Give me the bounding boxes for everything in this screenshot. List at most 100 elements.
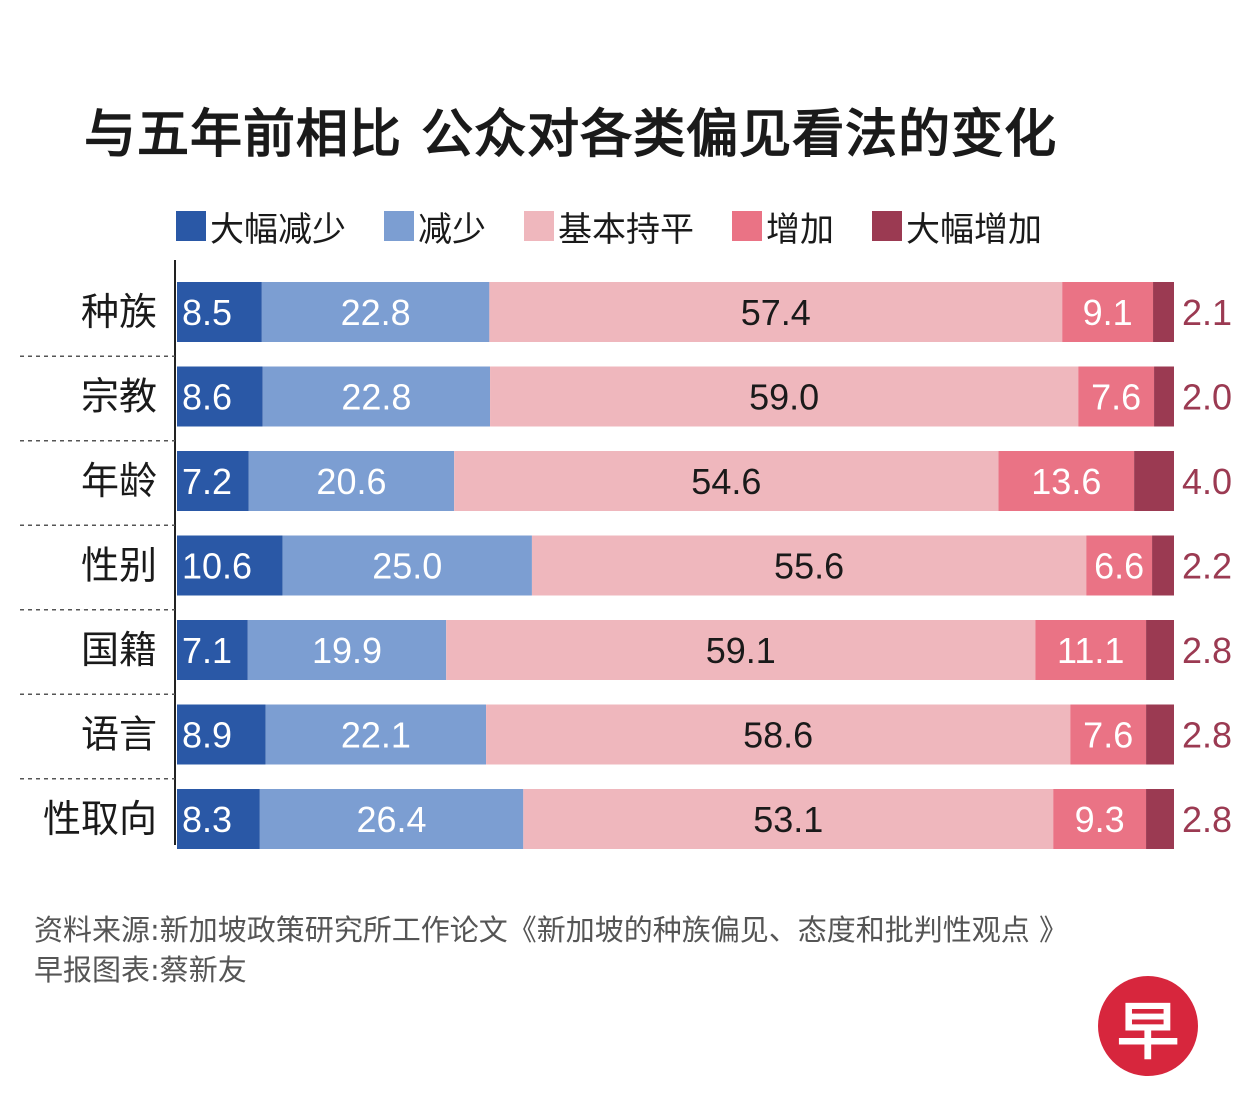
- bar-segment: [177, 366, 263, 427]
- bar-segment: [177, 282, 262, 342]
- legend-item-unchanged: 基本持平: [524, 202, 694, 251]
- legend-swatch: [384, 211, 414, 241]
- category-label: 宗教: [81, 375, 157, 419]
- bar-segment: [1146, 789, 1174, 849]
- data-label: 59.1: [706, 630, 776, 671]
- data-label: 8.6: [182, 377, 232, 418]
- legend-label: 增加: [766, 209, 834, 250]
- bar-segment: [486, 704, 1071, 765]
- bar-segment: [262, 366, 491, 427]
- legend-swatch: [872, 211, 902, 241]
- data-label: 55.6: [774, 546, 844, 587]
- bar-segment: [261, 282, 490, 342]
- source-note: 资料来源:新加坡政策研究所工作论文《新加坡的种族偏见、态度和批判性观点 》 早报…: [34, 910, 1068, 990]
- data-label: 2.8: [1182, 715, 1232, 756]
- bar-segment: [1078, 366, 1155, 427]
- bar-segment: [1134, 451, 1174, 511]
- bar-segment: [282, 535, 532, 596]
- bar-segment: [1086, 535, 1153, 596]
- bar-segment: [177, 620, 248, 680]
- bar-segment: [1035, 620, 1147, 680]
- category-label: 种族: [81, 290, 157, 334]
- data-label: 6.6: [1094, 546, 1144, 587]
- data-label: 59.0: [749, 377, 819, 418]
- data-label: 7.6: [1083, 715, 1133, 756]
- legend-label: 大幅减少: [210, 209, 346, 250]
- legend-item-strong-decrease: 大幅减少: [176, 202, 346, 251]
- source-line: 资料来源:新加坡政策研究所工作论文《新加坡的种族偏见、态度和批判性观点 》: [34, 913, 1068, 947]
- category-label: 性取向: [43, 797, 157, 841]
- data-label: 8.3: [182, 799, 232, 840]
- bar-segment: [177, 535, 283, 596]
- bar-segment: [446, 620, 1036, 680]
- legend-swatch: [524, 211, 554, 241]
- data-label: 22.8: [341, 377, 411, 418]
- data-label: 2.8: [1182, 799, 1232, 840]
- data-label: 10.6: [182, 546, 252, 587]
- bar-segment: [1154, 366, 1174, 427]
- bar-segment: [998, 451, 1135, 511]
- data-label: 9.1: [1083, 292, 1133, 333]
- data-label: 9.3: [1075, 799, 1125, 840]
- data-label: 19.9: [312, 630, 382, 671]
- bar-segment: [1146, 704, 1174, 765]
- data-label: 57.4: [741, 292, 811, 333]
- data-label: 7.2: [182, 461, 232, 502]
- legend-label: 基本持平: [558, 209, 694, 250]
- bar-segment: [1153, 282, 1174, 342]
- bar-segment: [1070, 704, 1147, 765]
- bar-segment: [1062, 282, 1154, 342]
- data-label: 4.0: [1182, 461, 1232, 502]
- bar-segment: [1152, 535, 1174, 596]
- bar-segment: [489, 282, 1063, 342]
- bar-segment: [523, 789, 1054, 849]
- chart-legend: 大幅减少 减少 基本持平 增加 大幅增加: [176, 200, 1080, 252]
- legend-swatch: [732, 211, 762, 241]
- bar-segment: [1146, 620, 1174, 680]
- data-label: 7.1: [182, 630, 232, 671]
- legend-label: 大幅增加: [906, 209, 1042, 250]
- bar-segment: [531, 535, 1087, 596]
- bar-segment: [177, 451, 249, 511]
- data-label: 7.6: [1091, 377, 1141, 418]
- bar-segment: [265, 704, 487, 765]
- data-label: 11.1: [1057, 630, 1124, 671]
- data-label: 2.1: [1182, 292, 1232, 333]
- data-label: 2.0: [1182, 377, 1232, 418]
- legend-label: 减少: [418, 209, 486, 250]
- data-label: 8.5: [182, 292, 232, 333]
- legend-swatch: [176, 211, 206, 241]
- data-label: 53.1: [753, 799, 823, 840]
- category-label: 性别: [81, 544, 157, 588]
- logo-char: 早: [1116, 995, 1179, 1068]
- data-label: 26.4: [357, 799, 427, 840]
- stacked-bar-chart: 种族 8.5 22.8 57.4 9.1 2.1 宗教 8.6 22.8 59.0 7.6 2.0 年龄…: [20, 260, 1232, 849]
- data-label: 22.1: [341, 715, 411, 756]
- legend-item-increase: 增加: [732, 202, 834, 251]
- legend-item-strong-increase: 大幅增加: [872, 202, 1042, 251]
- chart-title: 与五年前相比 公众对各类偏见看法的变化: [84, 105, 1058, 165]
- bar-segment: [247, 620, 447, 680]
- category-label: 语言: [81, 713, 157, 757]
- data-label: 25.0: [372, 546, 442, 587]
- data-label: 13.6: [1031, 461, 1101, 502]
- zaobao-logo: 早: [1098, 976, 1198, 1076]
- bar-segment: [490, 366, 1079, 427]
- data-label: 2.2: [1182, 546, 1232, 587]
- bar-segment: [1053, 789, 1147, 849]
- bar-segment: [454, 451, 999, 511]
- bar-segment: [177, 704, 266, 765]
- category-label: 年龄: [81, 459, 157, 503]
- data-label: 22.8: [341, 292, 411, 333]
- credit-line: 早报图表:蔡新友: [34, 953, 247, 987]
- legend-item-decrease: 减少: [384, 202, 486, 251]
- bar-segment: [177, 789, 260, 849]
- bar-segment: [259, 789, 524, 849]
- data-label: 8.9: [182, 715, 232, 756]
- bar-segment: [248, 451, 455, 511]
- data-label: 20.6: [316, 461, 386, 502]
- data-label: 54.6: [691, 461, 761, 502]
- category-label: 国籍: [81, 628, 157, 672]
- data-label: 2.8: [1182, 630, 1232, 671]
- data-label: 58.6: [743, 715, 813, 756]
